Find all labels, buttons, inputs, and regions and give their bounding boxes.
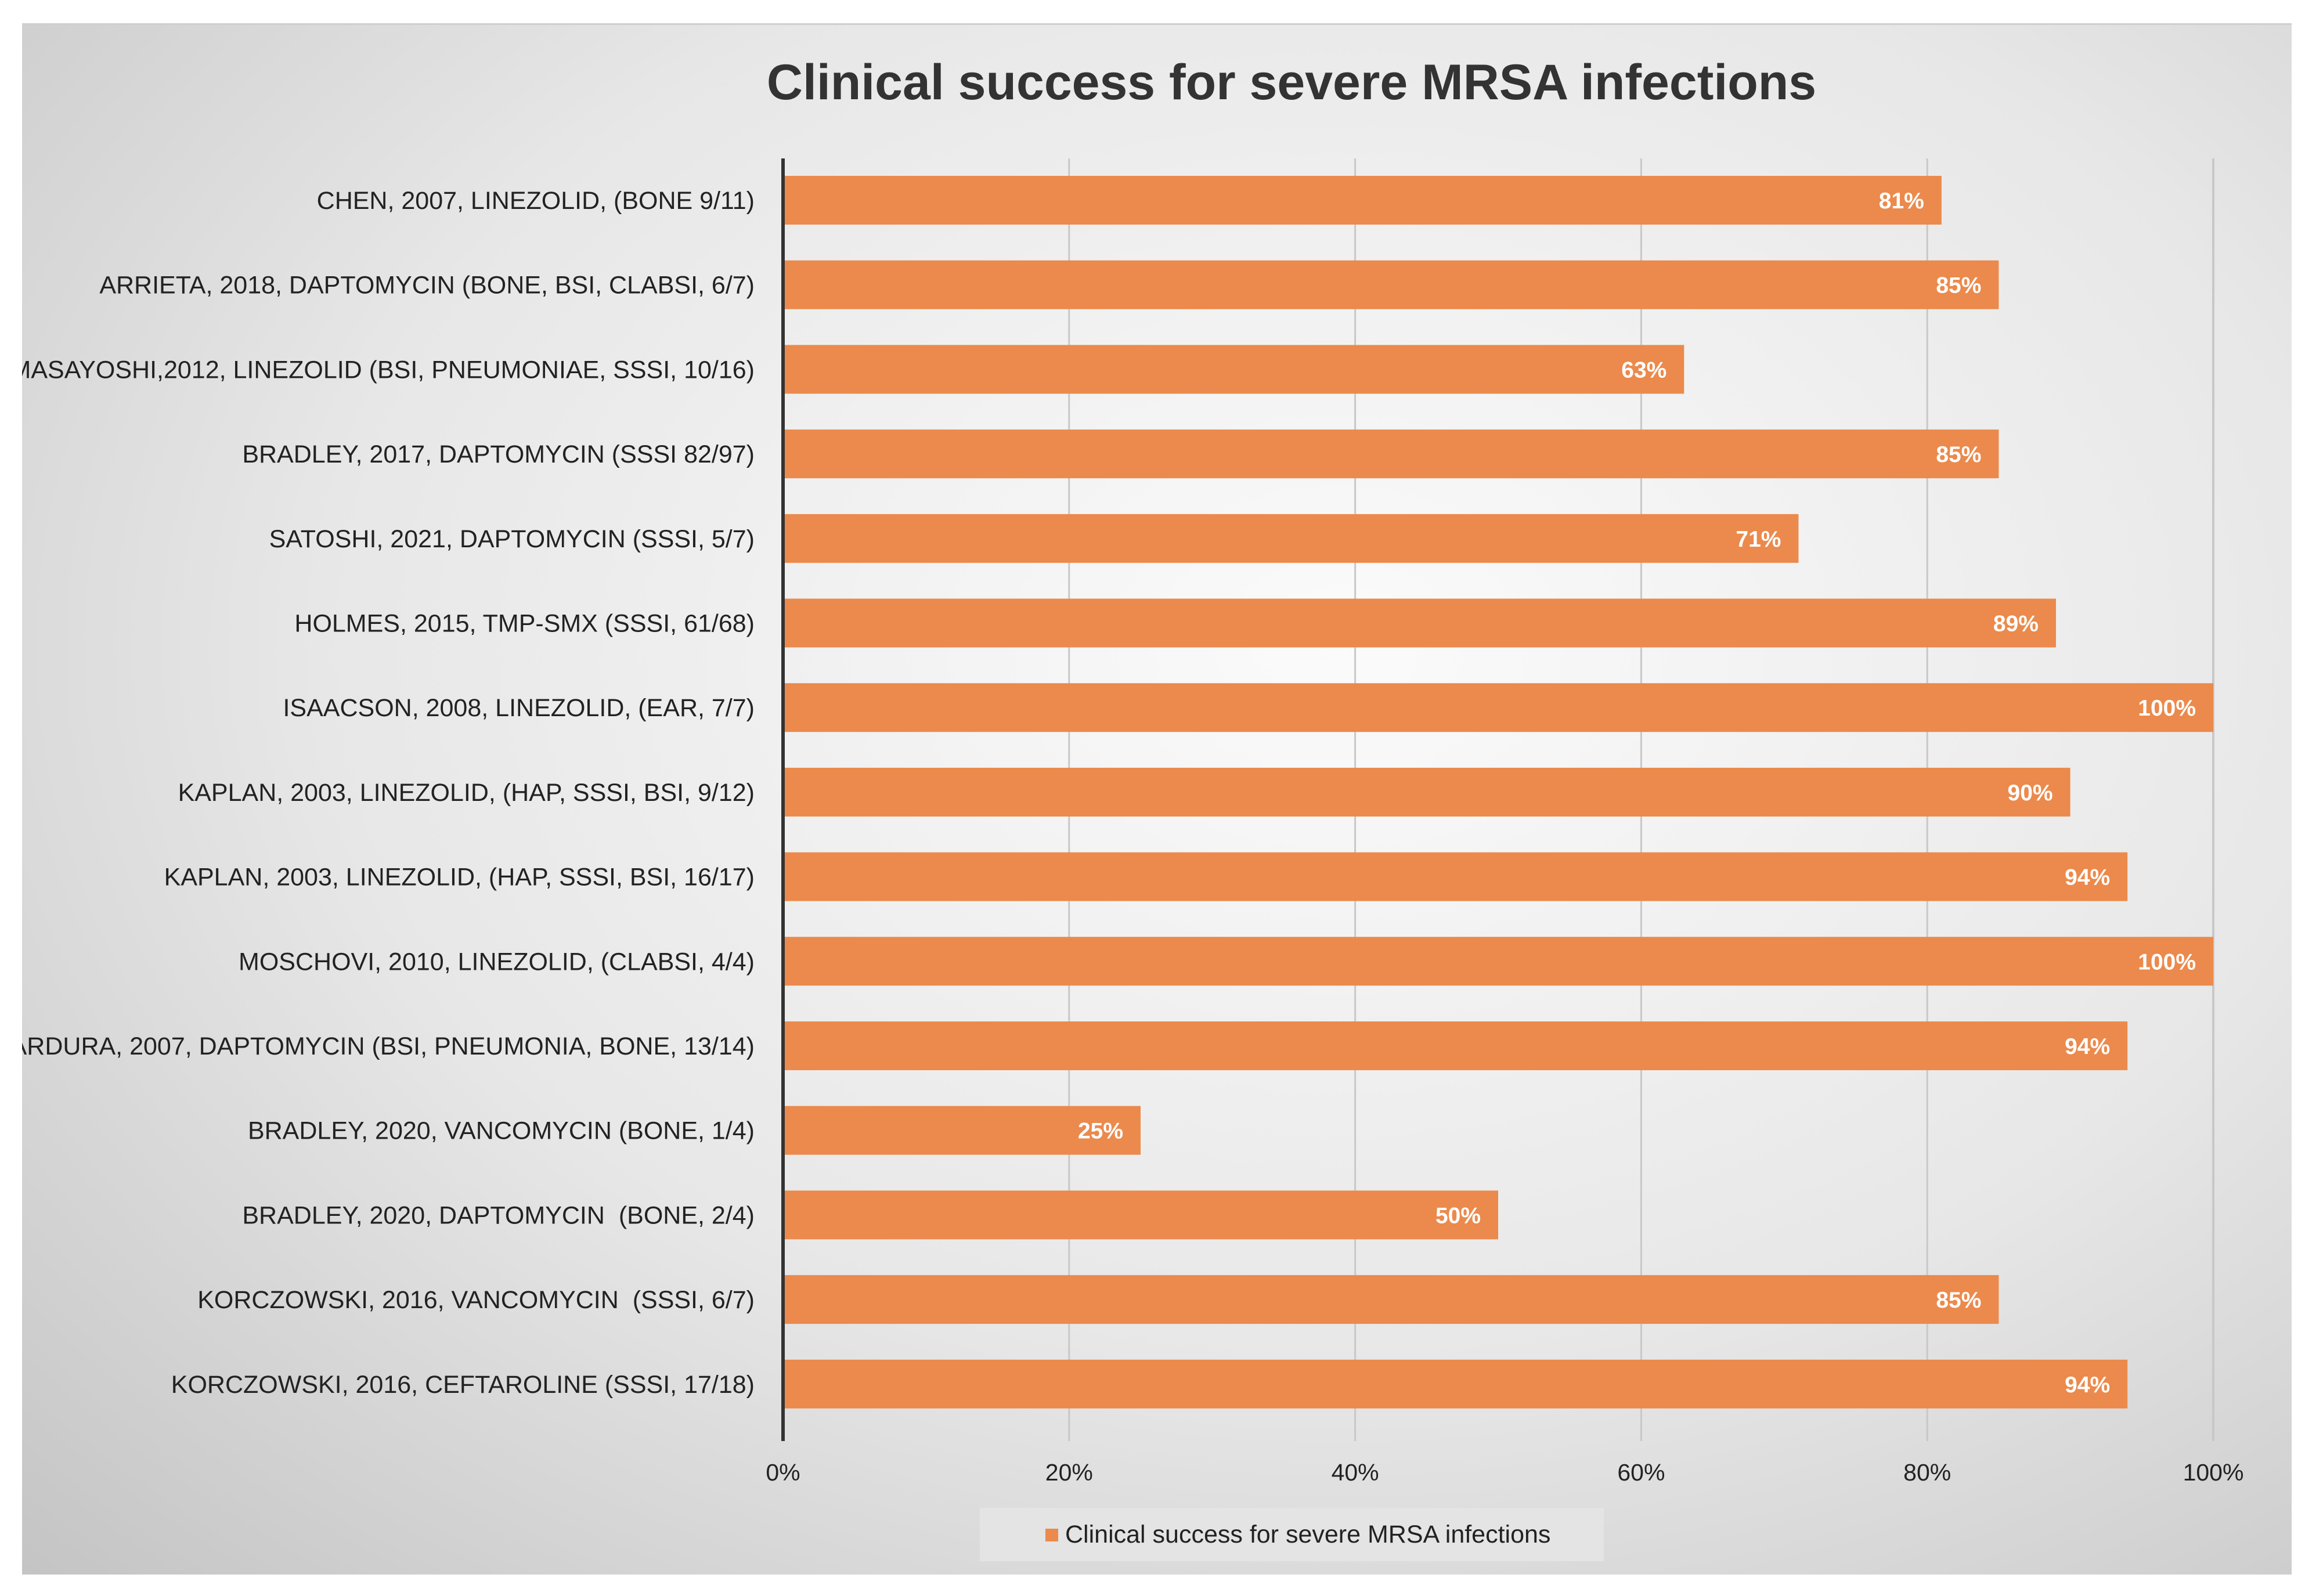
category-label: KAPLAN, 2003, LINEZOLID, (HAP, SSSI, BSI… xyxy=(164,864,755,891)
bar xyxy=(783,514,1799,563)
bar xyxy=(783,1190,1498,1240)
bar-value-label: 85% xyxy=(1936,1288,1981,1313)
category-label: MOSCHOVI, 2010, LINEZOLID, (CLABSI, 4/4) xyxy=(239,948,755,976)
bar-value-label: 50% xyxy=(1435,1203,1481,1228)
bar xyxy=(783,767,2070,817)
bar xyxy=(783,1021,2128,1070)
category-label: ARRIETA, 2018, DAPTOMYCIN (BONE, BSI, CL… xyxy=(99,272,755,299)
category-label: BRADLEY, 2020, VANCOMYCIN (BONE, 1/4) xyxy=(248,1117,755,1145)
bar-value-label: 85% xyxy=(1936,442,1981,467)
category-labels: CHEN, 2007, LINEZOLID, (BONE 9/11) ARRIET… xyxy=(22,187,755,1399)
bar xyxy=(783,345,1684,394)
bar-value-label: 94% xyxy=(2065,1373,2110,1398)
bar xyxy=(783,852,2128,901)
category-label: KAPLAN, 2003, LINEZOLID, (HAP, SSSI, BSI… xyxy=(178,779,755,807)
bar xyxy=(783,1106,1141,1155)
x-tick-label: 80% xyxy=(1903,1459,1951,1486)
category-label: ISAACSON, 2008, LINEZOLID, (EAR, 7/7) xyxy=(283,694,755,722)
legend: Clinical success for severe MRSA infecti… xyxy=(980,1508,1604,1561)
bar xyxy=(783,429,1999,479)
bar xyxy=(783,683,2213,732)
bar xyxy=(783,176,1942,225)
x-tick-label: 40% xyxy=(1332,1459,1379,1486)
category-label: HOLMES, 2015, TMP-SMX (SSSI, 61/68) xyxy=(294,610,755,638)
x-tick-label: 20% xyxy=(1045,1459,1093,1486)
bar-value-label: 25% xyxy=(1078,1119,1123,1144)
bar xyxy=(783,1275,1999,1324)
category-label: ARDURA, 2007, DAPTOMYCIN (BSI, PNEUMONIA… xyxy=(22,1032,755,1060)
category-label: CHEN, 2007, LINEZOLID, (BONE 9/11) xyxy=(317,187,755,215)
bar-value-label: 94% xyxy=(2065,865,2110,890)
x-axis-tick-labels: 0% 20% 40% 60% 80% 100% xyxy=(766,1459,2243,1486)
bar-value-label: 71% xyxy=(1736,527,1781,552)
legend-swatch xyxy=(1045,1529,1058,1541)
bar-chart: Clinical success for severe MRSA infecti… xyxy=(22,55,2243,1561)
category-label: KORCZOWSKI, 2016, CEFTAROLINE (SSSI, 17/… xyxy=(171,1371,755,1399)
bar-value-label: 81% xyxy=(1879,189,1924,214)
bar xyxy=(783,260,1999,309)
category-label: BRADLEY, 2020, DAPTOMYCIN (BONE, 2/4) xyxy=(242,1201,755,1229)
bar xyxy=(783,1359,2128,1409)
bar-value-label: 100% xyxy=(2138,949,2196,974)
bar-value-label: 85% xyxy=(1936,273,1981,298)
x-tick-label: 0% xyxy=(766,1459,800,1486)
bars: 81% 85% 63% 85% 71% 89% 100% 90% 94% 100% 94% 25% 50… xyxy=(783,176,2213,1409)
x-tick-label: 100% xyxy=(2183,1459,2244,1486)
chart-panel: Clinical success for severe MRSA infecti… xyxy=(22,23,2292,1575)
category-label: SATOSHI, 2021, DAPTOMYCIN (SSSI, 5/7) xyxy=(269,525,755,553)
chart-title: Clinical success for severe MRSA infecti… xyxy=(767,55,1816,110)
bar-value-label: 100% xyxy=(2138,696,2196,721)
bar-value-label: 63% xyxy=(1621,358,1666,382)
bar xyxy=(783,598,2056,648)
category-label: BRADLEY, 2017, DAPTOMYCIN (SSSI 82/97) xyxy=(242,440,755,468)
legend-label: Clinical success for severe MRSA infecti… xyxy=(1065,1521,1550,1548)
x-tick-label: 60% xyxy=(1617,1459,1665,1486)
bar-value-label: 90% xyxy=(2008,781,2053,806)
bar xyxy=(783,937,2213,986)
category-label: KORCZOWSKI, 2016, VANCOMYCIN (SSSI, 6/7) xyxy=(197,1286,755,1314)
category-label: MASAYOSHI,2012, LINEZOLID (BSI, PNEUMONI… xyxy=(22,356,755,384)
legend-box xyxy=(980,1508,1604,1561)
bar-value-label: 94% xyxy=(2065,1034,2110,1059)
bar-value-label: 89% xyxy=(1993,612,2039,637)
